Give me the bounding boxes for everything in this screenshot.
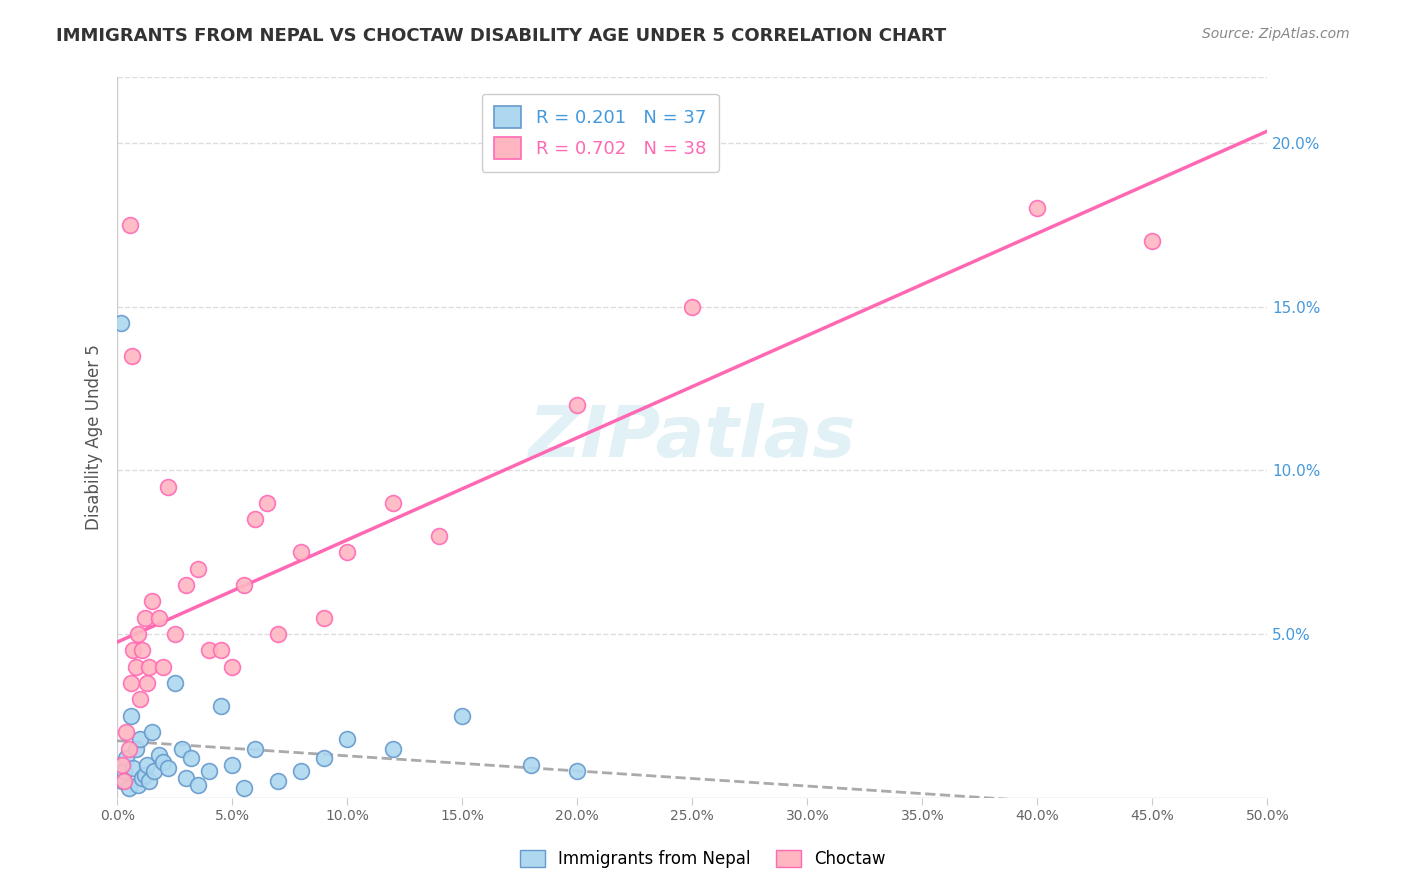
Point: [681, 300, 703, 314]
Point: [163, 676, 186, 690]
Point: [112, 774, 135, 789]
Point: [131, 643, 153, 657]
Point: [221, 659, 243, 673]
Point: [174, 578, 197, 592]
Y-axis label: Disability Age Under 5: Disability Age Under 5: [86, 344, 103, 531]
Point: [127, 627, 149, 641]
Point: [382, 741, 405, 756]
Point: [198, 764, 221, 779]
Point: [111, 758, 134, 772]
Point: [567, 398, 589, 412]
Point: [163, 627, 186, 641]
Point: [567, 764, 589, 779]
Point: [134, 768, 156, 782]
Point: [122, 761, 145, 775]
Point: [221, 758, 243, 772]
Point: [314, 610, 336, 624]
Point: [336, 545, 359, 559]
Point: [256, 496, 278, 510]
Point: [124, 741, 146, 756]
Point: [156, 761, 179, 775]
Point: [120, 708, 142, 723]
Point: [198, 643, 221, 657]
Point: [187, 561, 209, 575]
Point: [134, 610, 156, 624]
Point: [118, 780, 141, 795]
Point: [148, 748, 170, 763]
Point: [143, 764, 166, 779]
Point: [290, 764, 312, 779]
Point: [111, 774, 134, 789]
Point: [115, 725, 138, 739]
Point: [124, 659, 146, 673]
Point: [141, 725, 163, 739]
Point: [118, 741, 141, 756]
Point: [156, 480, 179, 494]
Point: [136, 676, 159, 690]
Point: [314, 751, 336, 765]
Point: [520, 758, 543, 772]
Text: Source: ZipAtlas.com: Source: ZipAtlas.com: [1202, 27, 1350, 41]
Point: [121, 349, 143, 363]
Point: [209, 698, 232, 713]
Point: [129, 692, 152, 706]
Point: [138, 774, 160, 789]
Point: [148, 610, 170, 624]
Point: [180, 751, 202, 765]
Point: [129, 731, 152, 746]
Point: [127, 778, 149, 792]
Text: IMMIGRANTS FROM NEPAL VS CHOCTAW DISABILITY AGE UNDER 5 CORRELATION CHART: IMMIGRANTS FROM NEPAL VS CHOCTAW DISABIL…: [56, 27, 946, 45]
Point: [170, 741, 193, 756]
Point: [118, 218, 141, 232]
Point: [152, 659, 174, 673]
Point: [120, 676, 142, 690]
Point: [427, 529, 450, 543]
Point: [131, 771, 153, 785]
Legend: Immigrants from Nepal, Choctaw: Immigrants from Nepal, Choctaw: [513, 843, 893, 875]
Point: [115, 751, 138, 765]
Point: [382, 496, 405, 510]
Point: [232, 578, 254, 592]
Point: [110, 316, 132, 330]
Point: [290, 545, 312, 559]
Legend: R = 0.201   N = 37, R = 0.702   N = 38: R = 0.201 N = 37, R = 0.702 N = 38: [482, 94, 718, 172]
Point: [267, 774, 290, 789]
Point: [245, 741, 267, 756]
Point: [136, 758, 159, 772]
Point: [232, 780, 254, 795]
Point: [141, 594, 163, 608]
Point: [451, 708, 474, 723]
Point: [122, 643, 145, 657]
Point: [1026, 202, 1049, 216]
Point: [209, 643, 232, 657]
Point: [245, 512, 267, 526]
Point: [1142, 234, 1164, 248]
Point: [336, 731, 359, 746]
Point: [152, 755, 174, 769]
Text: ZIPatlas: ZIPatlas: [529, 403, 856, 472]
Point: [112, 764, 135, 779]
Point: [174, 771, 197, 785]
Point: [267, 627, 290, 641]
Point: [138, 659, 160, 673]
Point: [187, 778, 209, 792]
